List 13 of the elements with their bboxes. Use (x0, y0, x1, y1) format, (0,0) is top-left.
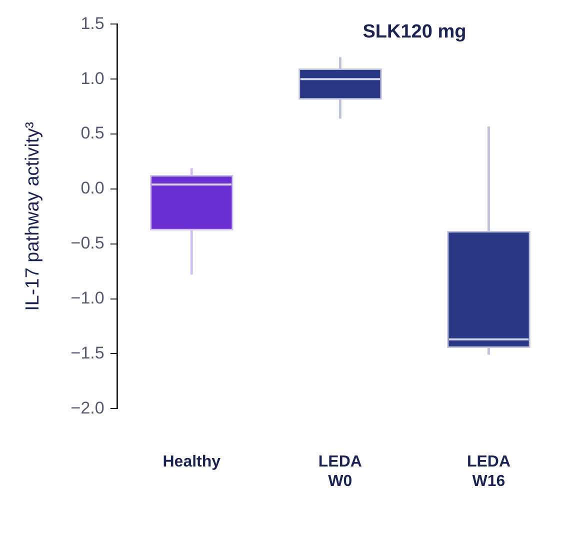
x-tick-label: Healthy (162, 454, 221, 471)
x-tick-label: LEDA W16 (466, 454, 511, 490)
y-tick-label: −1.5 (70, 343, 104, 362)
y-tick-label: 1.0 (80, 68, 104, 88)
y-tick-label: 0.0 (80, 178, 104, 198)
y-tick-label: −0.5 (70, 234, 104, 253)
y-tick-label: 1.5 (80, 14, 104, 33)
chart-title: SLK120 mg (362, 21, 466, 42)
x-tick-label: LEDA W0 (318, 454, 362, 490)
y-tick-label: −1.0 (70, 288, 104, 308)
y-tick-label: −2.0 (70, 398, 104, 418)
y-tick-label: 0.5 (80, 124, 104, 143)
y-axis-title: IL-17 pathway activity³ (22, 122, 44, 311)
